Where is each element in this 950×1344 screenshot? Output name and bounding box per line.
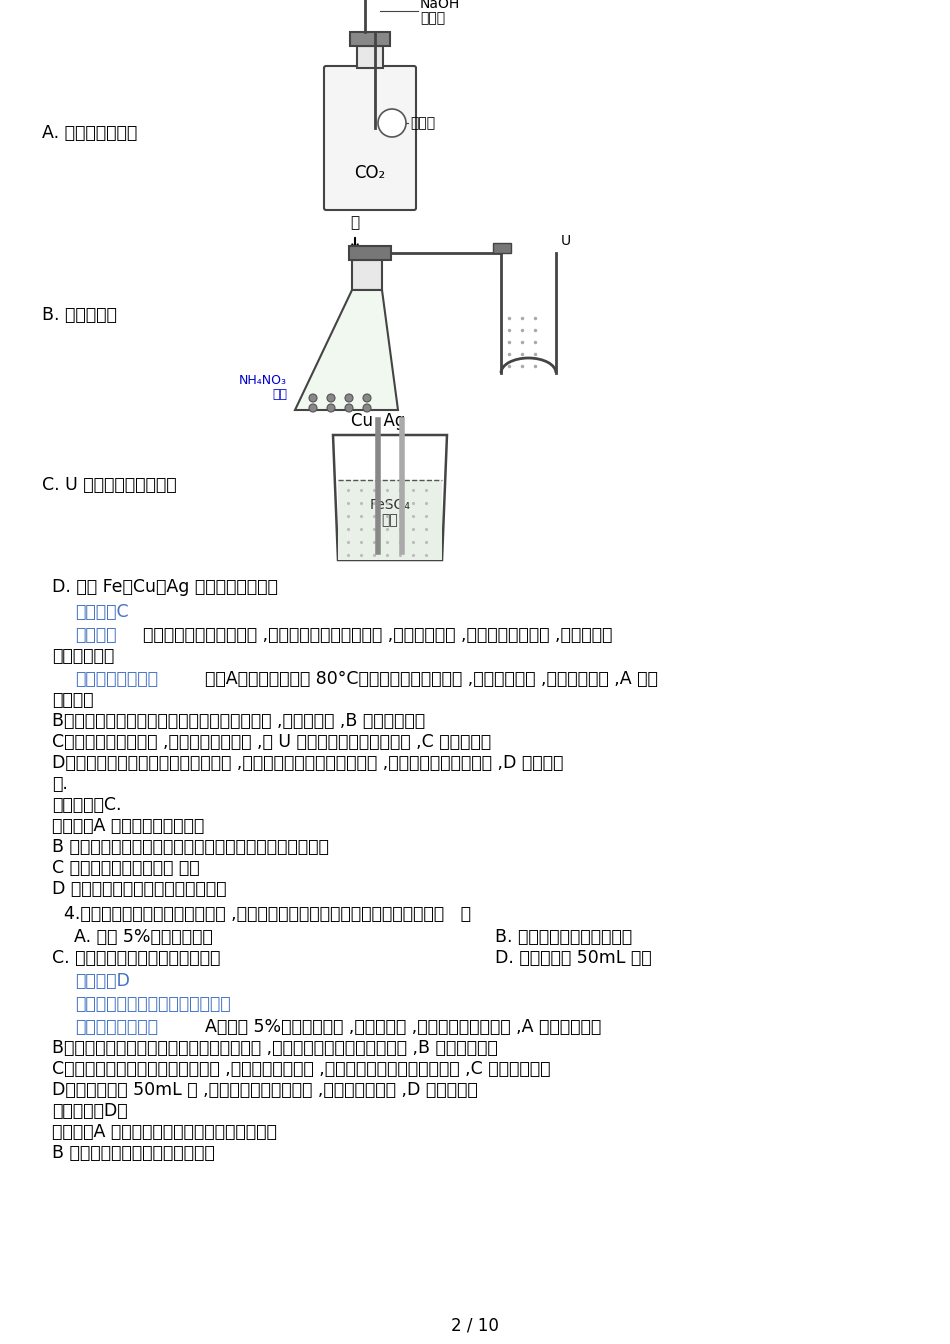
Polygon shape: [333, 435, 447, 560]
Circle shape: [378, 109, 406, 137]
Text: 合题意；: 合题意；: [52, 691, 93, 710]
Bar: [357, 46, 383, 69]
Text: D、用量筒量取 50mL 水 ,应使用量筒和胶头滴管 ,无需使用玻璃棒 ,D 符合题意。: D、用量筒量取 50mL 水 ,应使用量筒和胶头滴管 ,无需使用玻璃棒 ,D 符…: [52, 1081, 478, 1099]
Text: B 根据固液别离的操作是过滤解答: B 根据固液别离的操作是过滤解答: [52, 1144, 215, 1163]
Text: 【解析】【解答】: 【解析】【解答】: [75, 671, 158, 688]
Text: B、除去悬浮于河水中的不溶物的操作是过滤 ,过滤时应使用玻璃棒进行引流 ,B 不符合题意；: B、除去悬浮于河水中的不溶物的操作是过滤 ,过滤时应使用玻璃棒进行引流 ,B 不…: [52, 1039, 498, 1056]
Circle shape: [327, 394, 335, 402]
Text: D 根据铜银均不与硫酸亚铁反响解答: D 根据铜银均不与硫酸亚铁反响解答: [52, 880, 226, 898]
Text: 故答案为：D。: 故答案为：D。: [52, 1102, 127, 1120]
Text: 【答案】C: 【答案】C: [75, 603, 128, 621]
Text: B. 小气球变瘪: B. 小气球变瘪: [42, 306, 117, 324]
Bar: [352, 259, 382, 290]
Text: CO₂: CO₂: [354, 164, 386, 181]
Text: 案设计与评价: 案设计与评价: [52, 646, 114, 665]
Text: 2 / 10: 2 / 10: [451, 1316, 499, 1335]
FancyBboxPatch shape: [324, 66, 416, 210]
Text: 溶液: 溶液: [382, 513, 398, 527]
Text: C. 从氯化钠溶液中得到氯化钠固体: C. 从氯化钠溶液中得到氯化钠固体: [52, 949, 220, 966]
Text: NH₄NO₃: NH₄NO₃: [239, 374, 287, 387]
Text: NaOH: NaOH: [420, 0, 460, 11]
Circle shape: [345, 394, 353, 402]
Text: 固体: 固体: [272, 388, 287, 402]
Text: Cu  Ag: Cu Ag: [351, 413, 406, 430]
Text: C 根据硝酸铵溶于水吸热 解答: C 根据硝酸铵溶于水吸热 解答: [52, 859, 200, 878]
Circle shape: [363, 394, 371, 402]
Text: D. 用量筒量取 50mL 的水: D. 用量筒量取 50mL 的水: [495, 949, 652, 966]
Text: 意.: 意.: [52, 775, 67, 793]
Bar: [349, 246, 391, 259]
Text: 溶解时的吸热或放热现象 ,金属活动性顺序及其应用 ,碱的化学性质 ,燃烧与燃烧的条件 ,化学实验方: 溶解时的吸热或放热现象 ,金属活动性顺序及其应用 ,碱的化学性质 ,燃烧与燃烧的…: [143, 626, 613, 644]
Text: A. 白磷始终不燃烧: A. 白磷始终不燃烧: [42, 124, 137, 142]
Bar: [350, 32, 390, 46]
Text: 水: 水: [351, 215, 359, 230]
Circle shape: [309, 405, 317, 413]
Text: 【考点】: 【考点】: [75, 626, 117, 644]
Text: B 根据二氧化碳能和氢氧化钠反响生成碳酸钠和水进行解答: B 根据二氧化碳能和氢氧化钠反响生成碳酸钠和水进行解答: [52, 839, 329, 856]
Circle shape: [309, 394, 317, 402]
Text: A. 配制 5%的稀硫酸溶液: A. 配制 5%的稀硫酸溶液: [74, 927, 213, 946]
Text: 浓溶液: 浓溶液: [420, 11, 446, 26]
Text: 【考点】实验室常见的仪器及使用: 【考点】实验室常见的仪器及使用: [75, 995, 231, 1013]
Text: B. 除去悬浮于水中的不溶物: B. 除去悬浮于水中的不溶物: [495, 927, 632, 946]
Text: A、配制 5%的稀硫酸溶液 ,进行稀释时 ,应用玻璃棒进行搅拌 ,A 不符合题意；: A、配制 5%的稀硫酸溶液 ,进行稀释时 ,应用玻璃棒进行搅拌 ,A 不符合题意…: [205, 1017, 601, 1036]
Bar: [493, 243, 511, 253]
Polygon shape: [295, 290, 398, 410]
Circle shape: [345, 405, 353, 413]
Text: C、硝酸铵溶于水吸热 ,使瓶内的压强减小 ,使 U 型管两端的液面左高右低 ,C 符合题意；: C、硝酸铵溶于水吸热 ,使瓶内的压强减小 ,使 U 型管两端的液面左高右低 ,C…: [52, 732, 491, 751]
Text: 解：A、热水的温度是 80°C已经到达白磷的着火点 ,又与氧气接触 ,所以可以燃烧 ,A 不符: 解：A、热水的温度是 80°C已经到达白磷的着火点 ,又与氧气接触 ,所以可以燃…: [205, 671, 657, 688]
Text: C、从氯化钠溶液中得到氯化钠固体 ,应采用蒸发的方法 ,蒸发时应使用玻璃棒进行搅拌 ,C 不符合题意；: C、从氯化钠溶液中得到氯化钠固体 ,应采用蒸发的方法 ,蒸发时应使用玻璃棒进行搅…: [52, 1060, 550, 1078]
Circle shape: [327, 405, 335, 413]
Text: 小气球: 小气球: [410, 116, 435, 130]
Text: B、氢氧化钠与二氧化碳反响使瓶内的压强变小 ,使气球涨大 ,B 不符合题意；: B、氢氧化钠与二氧化碳反响使瓶内的压强变小 ,使气球涨大 ,B 不符合题意；: [52, 712, 426, 730]
Text: 【分析】A 根据配制溶液的步骤和所需仪器解答: 【分析】A 根据配制溶液的步骤和所需仪器解答: [52, 1124, 276, 1141]
Text: D、铜和银都不能与硫酸亚铁溶液反响 ,只能说明它们排在了铁的后面 ,但不能排铜和银的顺序 ,D 不符合题: D、铜和银都不能与硫酸亚铁溶液反响 ,只能说明它们排在了铁的后面 ,但不能排铜和…: [52, 754, 563, 771]
Text: 【分析】A 根据燃烧的条件解答: 【分析】A 根据燃烧的条件解答: [52, 817, 204, 835]
Circle shape: [363, 405, 371, 413]
Text: 【答案】D: 【答案】D: [75, 972, 130, 991]
Text: FeSO₄: FeSO₄: [370, 499, 410, 512]
Text: 【解析】【解答】: 【解析】【解答】: [75, 1017, 158, 1036]
Bar: [338, 480, 442, 560]
Text: U: U: [561, 234, 571, 249]
Text: C. U 型管内液面左高右低: C. U 型管内液面左高右低: [42, 476, 177, 495]
Text: D. 验证 Fe、Cu、Ag 的金属活动性强弱: D. 验证 Fe、Cu、Ag 的金属活动性强弱: [52, 578, 277, 595]
Text: 4.玻璃棒是化学实验中常用的仪器 ,以下实验过程中一般不需要使用玻璃棒的是【   】: 4.玻璃棒是化学实验中常用的仪器 ,以下实验过程中一般不需要使用玻璃棒的是【 】: [64, 905, 471, 923]
Text: 故答案为：C.: 故答案为：C.: [52, 796, 122, 814]
